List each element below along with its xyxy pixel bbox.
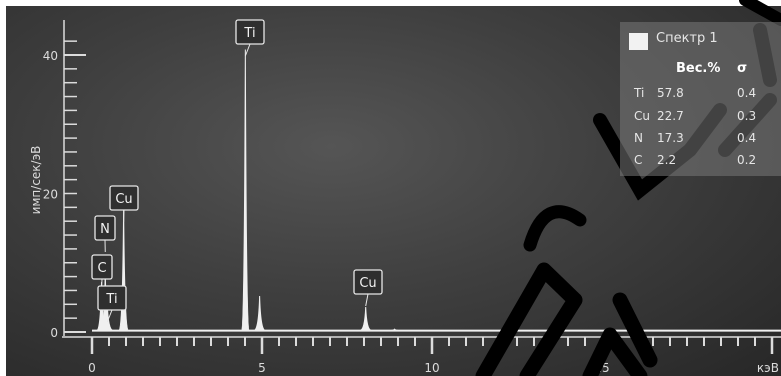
watermark-stroke xyxy=(523,205,587,252)
peak-label-pointer xyxy=(244,43,251,57)
legend-title: Спектр 1 xyxy=(656,31,718,46)
peak-label: Cu xyxy=(359,276,376,291)
legend-wt: 2.2 xyxy=(657,153,677,167)
x-tick-label: 10 xyxy=(424,361,439,375)
peak-label: Ti xyxy=(243,26,255,41)
x-axis-label: кэВ xyxy=(757,361,779,375)
peak-label-pointer xyxy=(106,309,113,323)
watermark-stroke xyxy=(582,292,658,376)
legend-element: Ti xyxy=(634,86,645,100)
y-tick-label: 0 xyxy=(50,326,58,340)
spectrum-peak xyxy=(240,49,250,332)
watermark-stroke xyxy=(475,262,583,376)
y-axis-label: имп/сек/эВ xyxy=(29,146,43,215)
peak-label: Cu xyxy=(115,192,132,207)
legend-sigma: 0.3 xyxy=(737,109,757,123)
peak-label: Ti xyxy=(105,292,117,307)
legend-header-sigma: σ xyxy=(737,61,748,76)
y-tick-label: 40 xyxy=(43,49,58,63)
peak-label: C xyxy=(97,261,106,276)
legend-sigma: 0.4 xyxy=(737,86,757,100)
legend-wt: 22.7 xyxy=(657,109,684,123)
spectrum-peak xyxy=(118,207,130,332)
legend-wt: 57.8 xyxy=(657,86,684,100)
legend-header-wt: Вес.% xyxy=(676,61,721,76)
legend-swatch xyxy=(629,33,648,50)
peak-label: N xyxy=(100,222,110,237)
peak-label-pointer xyxy=(365,293,369,307)
spectrum-peak xyxy=(359,307,372,332)
x-tick-label: 5 xyxy=(258,361,266,375)
legend-sigma: 0.4 xyxy=(737,131,757,145)
legend-sigma: 0.2 xyxy=(737,153,757,167)
legend-wt: 17.3 xyxy=(657,131,684,145)
y-tick-label: 20 xyxy=(43,188,58,202)
spectrum-peak xyxy=(388,328,401,332)
spectrum-peak xyxy=(253,295,266,332)
legend: Спектр 1 Вес.% σ Ti 57.8 0.4 Cu 22.7 0.3… xyxy=(620,22,781,176)
legend-element: Cu xyxy=(634,109,650,123)
peak-labels: C N Ti Cu Ti Cu xyxy=(91,19,383,323)
watermark-stroke xyxy=(739,0,781,26)
x-tick-label: 0 xyxy=(88,361,96,375)
legend-element: N xyxy=(634,131,643,145)
legend-element: C xyxy=(634,153,643,167)
